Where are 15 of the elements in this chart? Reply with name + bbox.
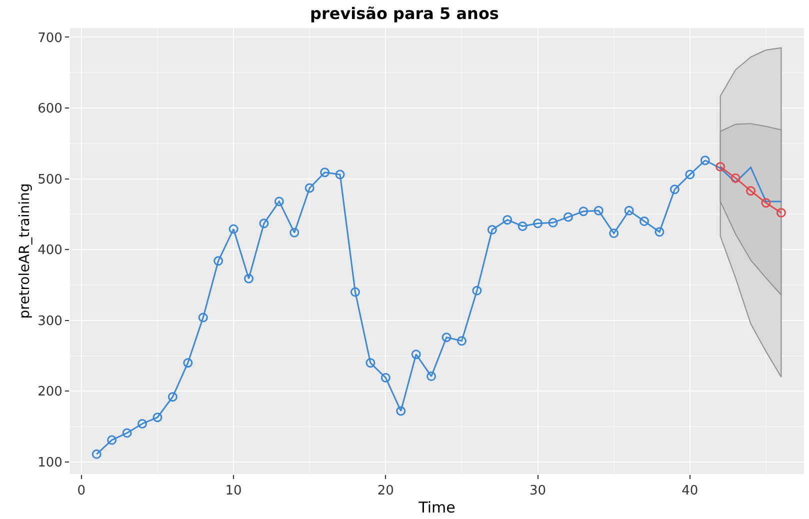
y-tick-label: 600 bbox=[38, 102, 62, 117]
y-axis-title: pretroleAR_training bbox=[17, 183, 34, 319]
x-axis-title: Time bbox=[418, 498, 456, 517]
y-tick-label: 500 bbox=[38, 172, 62, 188]
x-tick-label: 40 bbox=[682, 484, 698, 499]
y-tick-label: 300 bbox=[38, 314, 62, 329]
x-tick-label: 0 bbox=[77, 484, 86, 499]
chart-title: previsão para 5 anos bbox=[310, 4, 499, 23]
x-tick-label: 30 bbox=[530, 484, 546, 499]
y-tick-label: 100 bbox=[38, 456, 62, 471]
x-tick-label: 10 bbox=[225, 484, 242, 499]
y-tick-label: 700 bbox=[38, 30, 62, 46]
x-tick-label: 20 bbox=[377, 484, 394, 499]
y-tick-label: 400 bbox=[38, 243, 62, 258]
y-tick-label: 200 bbox=[38, 384, 62, 400]
